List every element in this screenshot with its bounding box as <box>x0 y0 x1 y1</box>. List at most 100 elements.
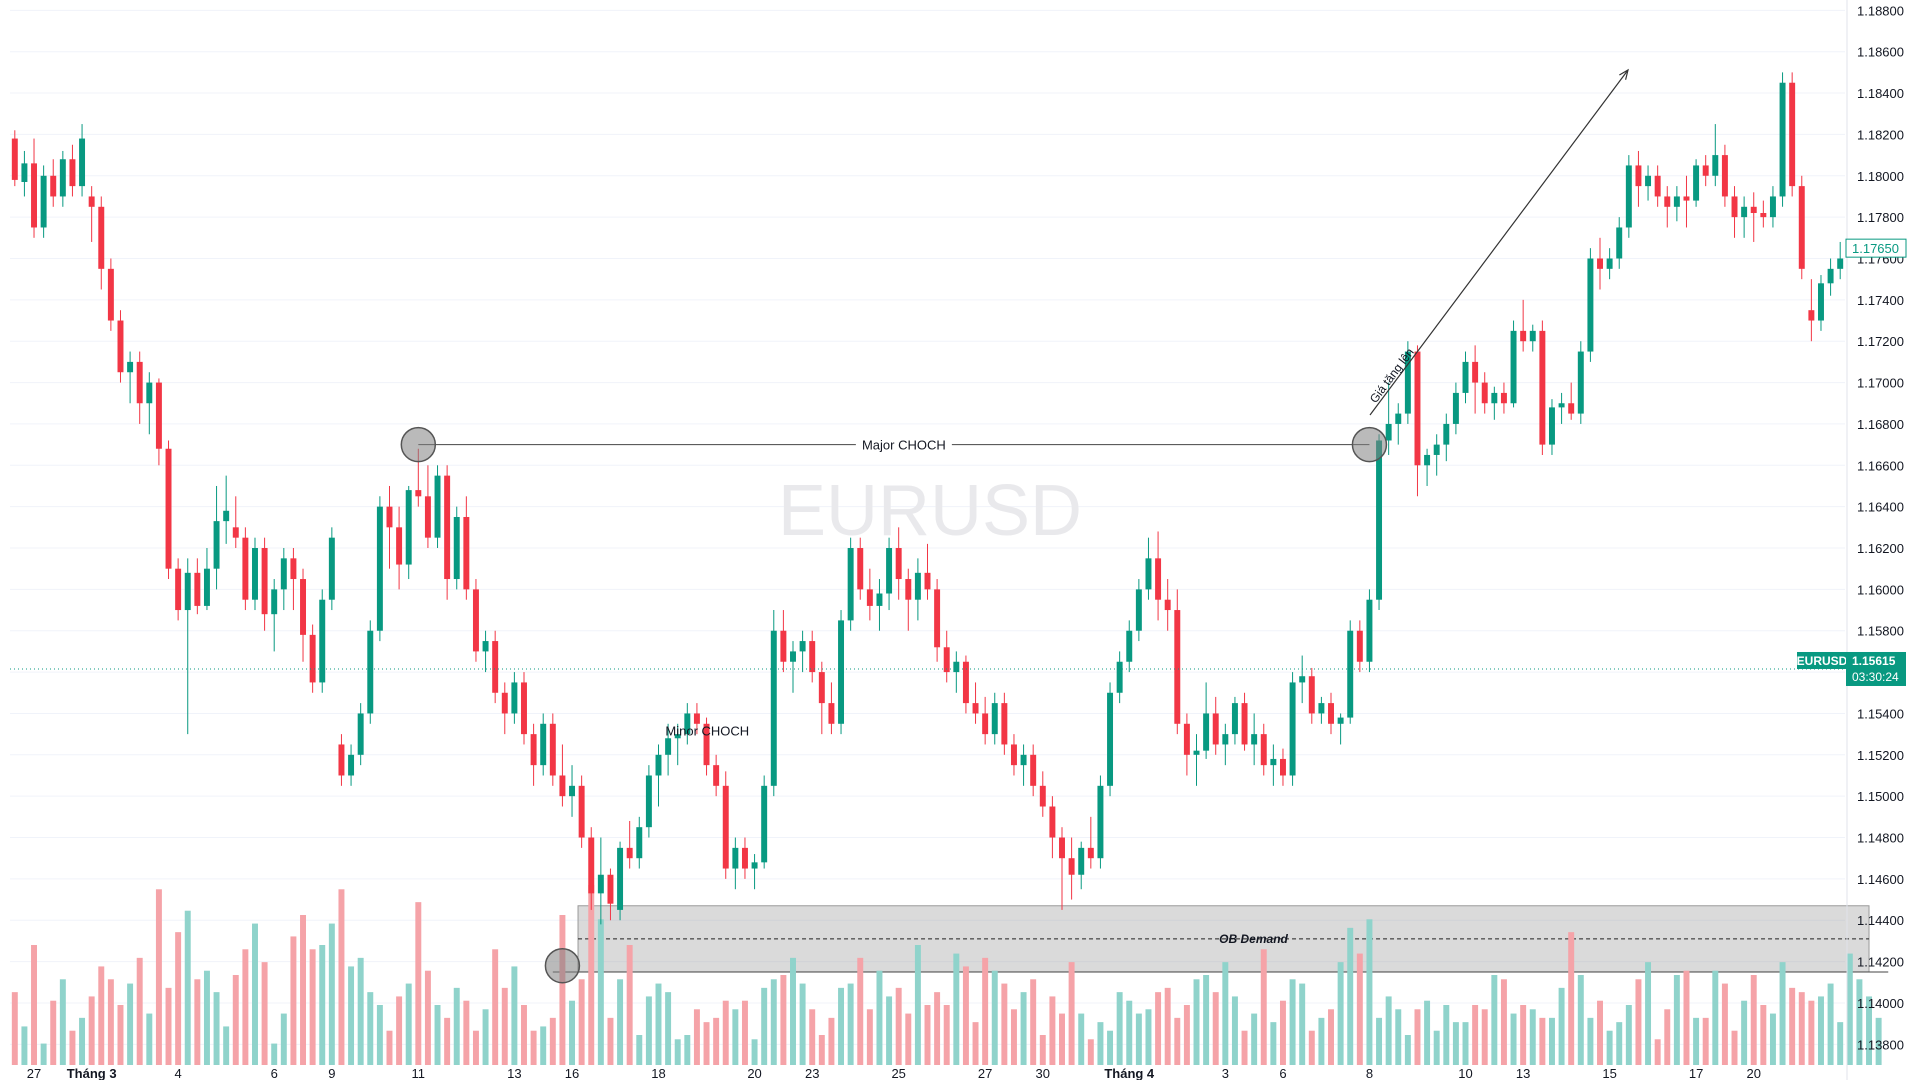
candle[interactable] <box>780 610 787 673</box>
candle[interactable] <box>1625 155 1632 238</box>
candle[interactable] <box>472 579 479 662</box>
candle[interactable] <box>1654 165 1661 207</box>
date-tick-label[interactable]: 23 <box>805 1066 819 1080</box>
candle[interactable] <box>1203 682 1210 759</box>
candle[interactable] <box>1597 237 1603 290</box>
candle[interactable] <box>1222 723 1229 766</box>
candle[interactable] <box>21 150 28 197</box>
candle[interactable] <box>972 682 979 724</box>
date-tick-label[interactable]: 3 <box>1222 1066 1229 1080</box>
candle[interactable] <box>98 196 105 290</box>
swing-low-marker[interactable] <box>544 947 581 984</box>
candle[interactable] <box>1078 841 1085 890</box>
candle[interactable] <box>626 820 633 869</box>
candle[interactable] <box>540 713 547 776</box>
candle[interactable] <box>1174 589 1181 735</box>
candle[interactable] <box>1001 692 1008 755</box>
candle[interactable] <box>242 527 249 611</box>
candle[interactable] <box>914 558 921 621</box>
date-tick-label[interactable]: 27 <box>27 1066 41 1080</box>
candle[interactable] <box>1087 816 1094 869</box>
candle[interactable] <box>1059 827 1065 910</box>
date-tick-label[interactable]: 18 <box>651 1066 665 1080</box>
candle[interactable] <box>492 630 499 704</box>
date-tick-label[interactable]: 27 <box>978 1066 992 1080</box>
date-tick-label[interactable]: 20 <box>747 1066 761 1080</box>
candle[interactable] <box>424 465 431 549</box>
candle[interactable] <box>1500 382 1507 414</box>
candle[interactable] <box>367 620 374 724</box>
candle[interactable] <box>1539 320 1546 455</box>
date-tick-label[interactable]: 10 <box>1458 1066 1472 1080</box>
candle[interactable] <box>319 589 326 693</box>
candle[interactable] <box>809 630 816 683</box>
candle[interactable] <box>59 150 66 207</box>
candle[interactable] <box>1693 159 1700 207</box>
candle[interactable] <box>991 692 998 745</box>
date-tick-label[interactable]: Tháng 4 <box>1104 1066 1155 1080</box>
candle[interactable] <box>252 537 258 611</box>
candle[interactable] <box>1049 796 1056 859</box>
date-tick-label[interactable]: 13 <box>1516 1066 1530 1080</box>
candle[interactable] <box>1558 392 1565 424</box>
candle[interactable] <box>1808 279 1815 342</box>
candles[interactable] <box>11 72 1844 925</box>
candle[interactable] <box>607 868 614 921</box>
candle[interactable] <box>1548 399 1555 455</box>
candle[interactable] <box>1135 579 1142 642</box>
candle[interactable] <box>1616 217 1623 269</box>
candle[interactable] <box>357 703 364 766</box>
candle[interactable] <box>751 854 758 890</box>
candle[interactable] <box>136 351 143 424</box>
candle[interactable] <box>866 568 873 621</box>
candle[interactable] <box>684 703 691 745</box>
candle[interactable] <box>376 496 383 642</box>
candle[interactable] <box>799 630 806 673</box>
candle[interactable] <box>1404 341 1411 424</box>
candle[interactable] <box>1837 241 1844 280</box>
candle[interactable] <box>175 558 182 621</box>
date-tick-label[interactable]: 6 <box>271 1066 278 1080</box>
candle[interactable] <box>501 682 508 735</box>
candle[interactable] <box>665 723 672 776</box>
candle[interactable] <box>1183 713 1190 776</box>
candle[interactable] <box>1520 299 1527 352</box>
candle[interactable] <box>953 651 960 693</box>
candle[interactable] <box>1164 579 1171 631</box>
candle[interactable] <box>31 138 37 238</box>
candle[interactable] <box>1712 124 1719 187</box>
candle[interactable] <box>655 744 662 807</box>
candle[interactable] <box>444 465 451 600</box>
candle[interactable] <box>1318 696 1325 724</box>
candle[interactable] <box>1789 72 1796 197</box>
candle[interactable] <box>636 816 643 869</box>
candle[interactable] <box>578 775 585 848</box>
candle[interactable] <box>1212 696 1219 755</box>
candle[interactable] <box>588 827 595 910</box>
candle[interactable] <box>770 610 777 797</box>
candle[interactable] <box>559 744 566 807</box>
candle[interactable] <box>1673 186 1680 222</box>
candle[interactable] <box>838 610 845 735</box>
candle[interactable] <box>761 775 768 869</box>
candle[interactable] <box>1798 175 1805 280</box>
candle[interactable] <box>674 723 681 766</box>
candle[interactable] <box>463 496 470 600</box>
candle[interactable] <box>1529 324 1536 352</box>
date-tick-label[interactable]: 8 <box>1366 1066 1373 1080</box>
candle[interactable] <box>348 744 355 786</box>
candle[interactable] <box>1347 620 1354 724</box>
candle[interactable] <box>1721 144 1728 207</box>
candle[interactable] <box>1097 775 1104 869</box>
candle[interactable] <box>1116 651 1123 704</box>
candle[interactable] <box>1779 72 1786 207</box>
candle[interactable] <box>847 537 854 631</box>
candle[interactable] <box>693 703 700 735</box>
candle[interactable] <box>530 723 537 786</box>
candle[interactable] <box>617 841 624 921</box>
candle[interactable] <box>328 527 335 611</box>
candle[interactable] <box>405 485 412 580</box>
candle[interactable] <box>511 672 518 724</box>
candle[interactable] <box>1155 531 1162 621</box>
date-tick-label[interactable]: 4 <box>175 1066 182 1080</box>
